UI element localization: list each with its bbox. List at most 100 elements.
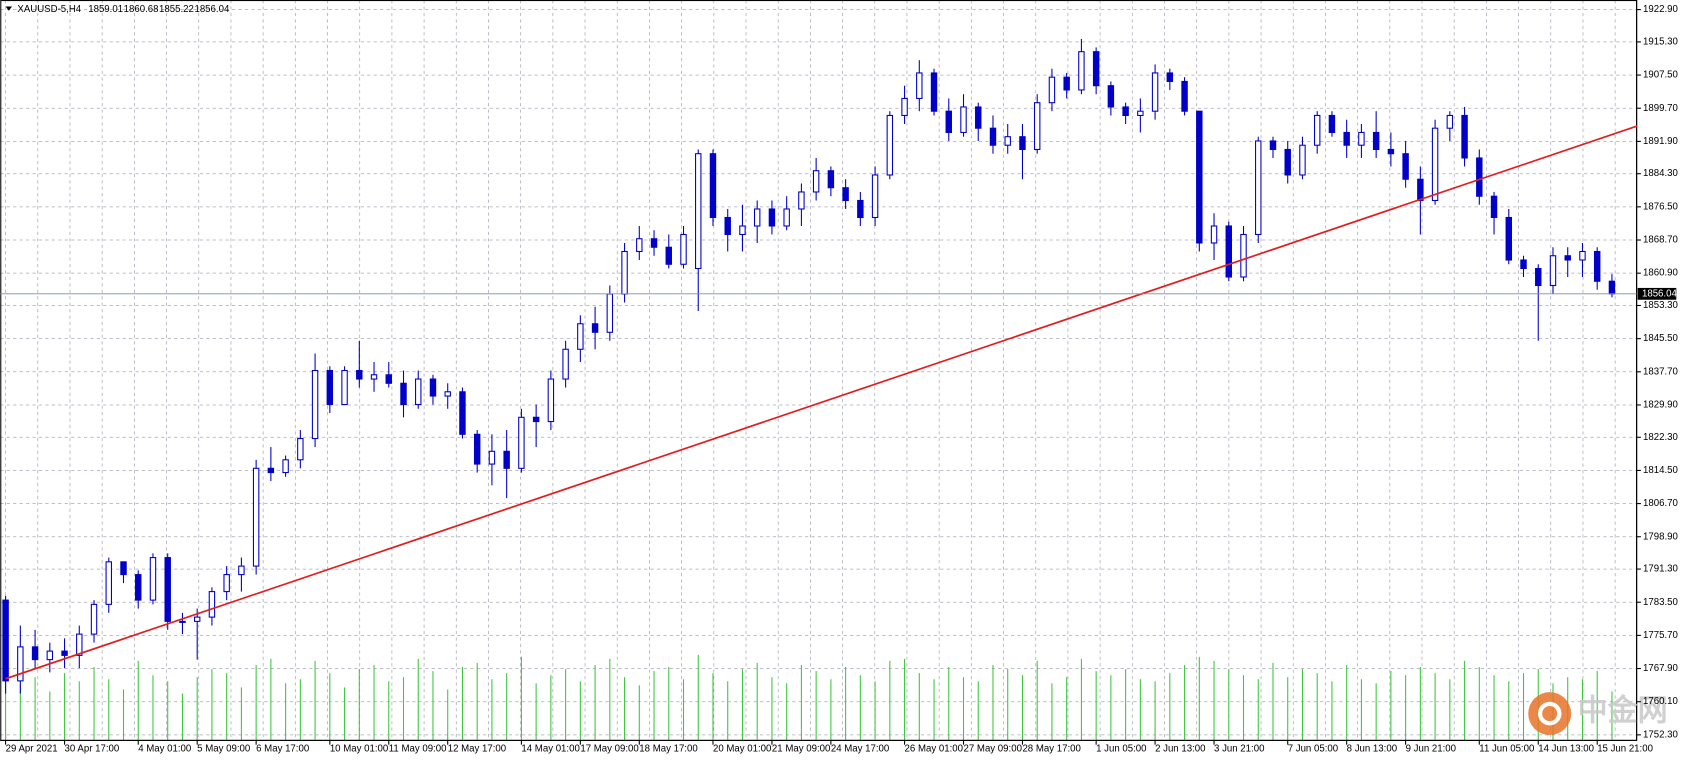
header-high: 1860.68 [124,4,159,15]
candle-body [444,391,451,397]
candle-body [798,191,805,210]
x-tick-label: 17 May 09:00 [580,744,638,755]
candle-body [400,382,407,406]
x-tick-label: 10 May 01:00 [330,744,388,755]
candle-body [341,369,348,406]
candle-body [238,565,245,576]
candle-body [1151,72,1159,112]
y-tick-label: 1899.70 [1643,103,1678,114]
y-tick-label: 1876.50 [1643,201,1678,212]
candle-body [650,238,658,248]
candle-body [1461,114,1468,159]
x-tick-label: 7 Jun 05:00 [1288,744,1338,755]
candle-body [975,106,982,129]
candle-body [1579,250,1586,261]
candle-body [547,378,555,423]
candle-body [1269,140,1277,151]
candle-body [76,633,83,656]
x-tick-label: 18 May 17:00 [639,744,697,755]
candle-body [252,467,260,567]
candle-body [591,323,599,333]
candle-body [945,110,952,133]
candle-body [267,467,275,474]
candle-body [282,459,289,474]
candle-body [886,114,894,176]
candles [2,38,1616,694]
x-tick-label: 1 Jun 05:00 [1096,744,1146,755]
watermark-text: 中金网 [1578,693,1668,727]
x-tick-label: 6 May 17:00 [256,744,309,755]
x-tick-label: 4 May 01:00 [138,744,191,755]
watermark-logo [1528,692,1572,736]
header-icon [5,6,13,11]
candle-body [208,591,216,618]
y-tick-label: 1884.30 [1643,168,1678,179]
candle-body [871,174,879,219]
candle-body [1019,136,1026,151]
candle-body [1033,102,1041,151]
candle-body [1402,153,1409,180]
candle-body [2,599,9,682]
y-tick-label: 1922.90 [1643,4,1678,15]
candle-body [459,391,466,435]
candle-body [930,72,938,112]
y-tick-label: 1798.90 [1643,531,1678,542]
x-tick-label: 28 May 17:00 [1022,744,1080,755]
candle-body [223,574,230,593]
header-close: 1856.04 [194,4,229,15]
candle-body [1372,131,1380,151]
candle-body [1166,72,1174,82]
candle-body [1564,255,1571,261]
candle-body [1092,51,1100,87]
candle-body [1358,131,1365,146]
candle-body [621,250,628,295]
x-tick-label: 27 May 09:00 [964,744,1022,755]
candle-body [665,246,672,265]
candle-body [1535,267,1542,287]
x-tick-label: 5 May 09:00 [197,744,250,755]
y-tick-label: 1829.90 [1643,400,1678,411]
candle-body [120,561,127,576]
x-tick-label: 21 May 09:00 [772,744,830,755]
y-tick-label: 1767.90 [1643,663,1678,674]
candle-body [768,208,776,227]
x-tick-label: 2 Jun 13:00 [1155,744,1205,755]
header-low: 1855.22 [159,4,194,15]
candle-body [916,72,923,99]
y-tick-label: 1891.90 [1643,136,1678,147]
candle-body [1313,114,1321,146]
y-tick-label: 1760.10 [1643,696,1678,707]
x-tick-label: 14 May 01:00 [521,744,579,755]
candle-body [326,369,334,406]
candle-body [1181,80,1188,112]
y-tick-label: 1814.50 [1643,465,1678,476]
candle-body [960,106,967,133]
y-tick-label: 1806.70 [1643,498,1678,509]
candle-body [1048,76,1056,104]
candle-body [1505,216,1512,261]
x-tick-label: 14 Jun 13:00 [1538,744,1594,755]
candle-body [989,127,997,146]
candle-body [842,187,849,202]
candle-body [311,369,319,440]
candle-body [1255,140,1262,236]
candle-body [1240,233,1247,278]
candle-body [1417,178,1424,202]
candle-body [429,378,437,397]
candle-body [90,603,98,635]
candle-body [164,557,171,622]
x-tick-label: 29 Apr 2021 [6,744,58,755]
candle-body [1490,195,1498,219]
candle-body [1549,255,1557,287]
y-tick-label: 1822.30 [1643,432,1678,443]
candle-body [17,646,24,682]
candle-body [901,97,908,116]
x-tick-label: 3 Jun 21:00 [1214,744,1264,755]
candle-body [1004,136,1011,146]
candle-body [1608,280,1616,295]
candle-body [1476,157,1483,197]
candle-body [562,348,569,380]
candle-body [297,438,304,461]
candle-body [503,450,510,469]
y-tick-label: 1853.30 [1643,300,1678,311]
